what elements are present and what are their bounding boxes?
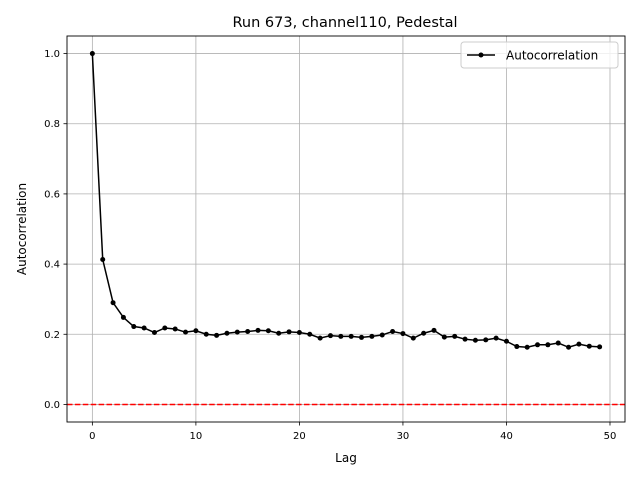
y-axis: 0.0 0.2 0.4 0.6 0.8 1.0 — [44, 49, 67, 411]
y-tick-label: 0.0 — [44, 400, 60, 411]
series-line — [91, 53, 600, 349]
data-point — [172, 326, 178, 332]
data-point — [348, 333, 354, 339]
legend-box — [460, 41, 619, 69]
data-point — [524, 344, 530, 350]
data-point — [162, 325, 168, 331]
data-point — [317, 335, 323, 341]
data-point — [131, 324, 137, 330]
data-point — [452, 333, 458, 339]
x-tick-label: 50 — [604, 431, 617, 442]
data-point — [327, 333, 333, 339]
plot-frame — [66, 35, 626, 423]
data-point — [369, 333, 375, 339]
data-point — [576, 341, 582, 347]
x-axis-label: Lag — [335, 451, 357, 465]
data-point — [441, 334, 447, 340]
data-point — [566, 344, 572, 350]
data-point — [390, 328, 396, 334]
data-point — [493, 335, 499, 341]
data-point — [193, 328, 199, 334]
data-point — [203, 331, 209, 337]
x-tick-label: 20 — [293, 431, 306, 442]
data-point — [514, 344, 520, 350]
legend-point-marker — [478, 52, 484, 58]
y-tick-label: 1.0 — [44, 49, 60, 60]
data-point — [214, 332, 220, 338]
data-point — [255, 327, 261, 333]
data-point — [120, 314, 126, 320]
data-point — [245, 328, 251, 334]
data-point — [462, 336, 468, 342]
legend: Autocorrelation — [460, 41, 619, 69]
data-point — [535, 342, 541, 348]
data-point — [503, 338, 509, 344]
data-point — [597, 344, 603, 350]
data-point — [276, 330, 282, 336]
grid — [67, 36, 625, 422]
data-point — [110, 300, 116, 306]
data-point — [286, 329, 292, 335]
data-point — [265, 328, 271, 334]
data-point — [410, 335, 416, 341]
data-point — [296, 330, 302, 336]
y-tick-label: 0.8 — [44, 119, 60, 130]
data-point — [586, 343, 592, 349]
x-tick-label: 30 — [397, 431, 410, 442]
data-point — [431, 327, 437, 333]
data-point — [100, 257, 106, 263]
chart-title: Run 673, channel110, Pedestal — [232, 15, 457, 31]
data-point — [183, 329, 189, 335]
data-point — [234, 329, 240, 335]
data-point — [224, 330, 230, 336]
x-tick-label: 10 — [190, 431, 203, 442]
data-point — [89, 51, 95, 57]
y-tick-label: 0.4 — [44, 260, 60, 271]
data-point — [421, 330, 427, 336]
data-point — [141, 325, 147, 331]
x-tick-label: 0 — [89, 431, 95, 442]
y-tick-label: 0.6 — [44, 189, 60, 200]
data-point — [338, 333, 344, 339]
data-point — [359, 334, 365, 340]
series-autocorrelation — [89, 51, 603, 350]
data-point — [379, 332, 385, 338]
y-axis-label: Autocorrelation — [15, 183, 29, 275]
data-point — [545, 342, 551, 348]
y-tick-label: 0.2 — [44, 330, 60, 341]
data-point — [483, 337, 489, 343]
data-point — [151, 330, 157, 336]
legend-label: Autocorrelation — [506, 49, 598, 63]
data-point — [400, 331, 406, 337]
data-point — [555, 340, 561, 346]
data-point — [472, 337, 478, 343]
x-tick-label: 40 — [500, 431, 513, 442]
x-axis: 0 10 20 30 40 50 — [89, 422, 616, 442]
data-point — [307, 331, 313, 337]
